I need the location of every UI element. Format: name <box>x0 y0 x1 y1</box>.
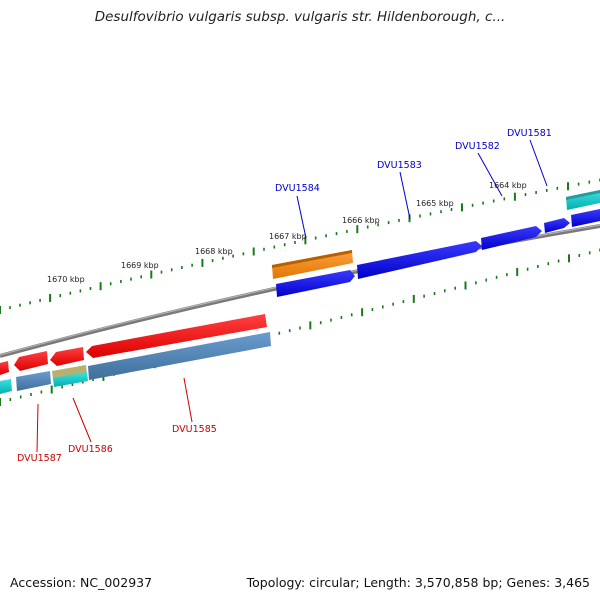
orange-feature-edge <box>272 250 352 268</box>
steelblue-feature[interactable] <box>16 371 51 391</box>
cds-arrow[interactable] <box>544 218 570 233</box>
tick-label-1670: 1670 kbp <box>47 275 85 284</box>
orange-feature[interactable] <box>272 250 353 279</box>
cds-arrow[interactable] <box>0 361 9 375</box>
gene-label-dvu1581[interactable]: DVU1581 <box>507 128 552 139</box>
tick-label-1667: 1667 kbp <box>269 232 307 241</box>
scale-labels: 1670 kbp 1669 kbp 1668 kbp 1667 kbp 1666… <box>47 181 527 284</box>
accession-text: Accession: NC_002937 <box>10 575 153 590</box>
label-leader <box>399 171 411 220</box>
gene-label-dvu1582[interactable]: DVU1582 <box>455 141 500 152</box>
label-leader <box>36 403 39 453</box>
gene-label-dvu1584[interactable]: DVU1584 <box>275 183 320 194</box>
gene-label-dvu1583[interactable]: DVU1583 <box>377 160 422 171</box>
reverse-gene-labels: DVU1587 DVU1586 DVU1585 <box>17 377 217 464</box>
cyan-feature[interactable] <box>53 372 88 387</box>
genome-summary-text: Topology: circular; Length: 3,570,858 bp… <box>246 575 590 590</box>
steelblue-feature[interactable] <box>88 332 271 380</box>
tick-label-1664: 1664 kbp <box>489 181 527 190</box>
label-leader <box>183 377 193 423</box>
tick-label-1666: 1666 kbp <box>342 216 380 225</box>
forward-strand-features <box>272 190 600 297</box>
gene-label-dvu1586[interactable]: DVU1586 <box>68 444 113 455</box>
forward-gene-labels: DVU1584 DVU1583 DVU1582 DVU1581 <box>275 128 552 239</box>
tick-label-1665: 1665 kbp <box>416 199 454 208</box>
khaki-feature[interactable] <box>52 365 87 380</box>
tick-label-1668: 1668 kbp <box>195 247 233 256</box>
label-leader <box>72 397 92 443</box>
label-leader <box>529 139 548 187</box>
tick-label-1669: 1669 kbp <box>121 261 159 270</box>
cds-arrow[interactable] <box>14 351 48 371</box>
cds-arrow[interactable] <box>357 241 482 279</box>
label-leader <box>296 195 307 239</box>
label-leader <box>477 152 503 197</box>
cds-arrow[interactable] <box>481 226 542 250</box>
cds-arrow[interactable] <box>50 347 84 366</box>
outer-scale <box>0 178 600 314</box>
cds-arrow[interactable] <box>86 314 267 358</box>
cds-arrow[interactable] <box>571 209 600 227</box>
reverse-strand-features <box>0 314 271 394</box>
gene-label-dvu1587[interactable]: DVU1587 <box>17 453 62 464</box>
cyan-feature[interactable] <box>0 379 12 394</box>
map-title: Desulfovibrio vulgaris subsp. vulgaris s… <box>94 9 506 25</box>
cds-arrow[interactable] <box>276 270 355 297</box>
cyan-feature-edge <box>566 190 600 200</box>
cyan-feature[interactable] <box>566 190 600 210</box>
gene-label-dvu1585[interactable]: DVU1585 <box>172 424 217 435</box>
